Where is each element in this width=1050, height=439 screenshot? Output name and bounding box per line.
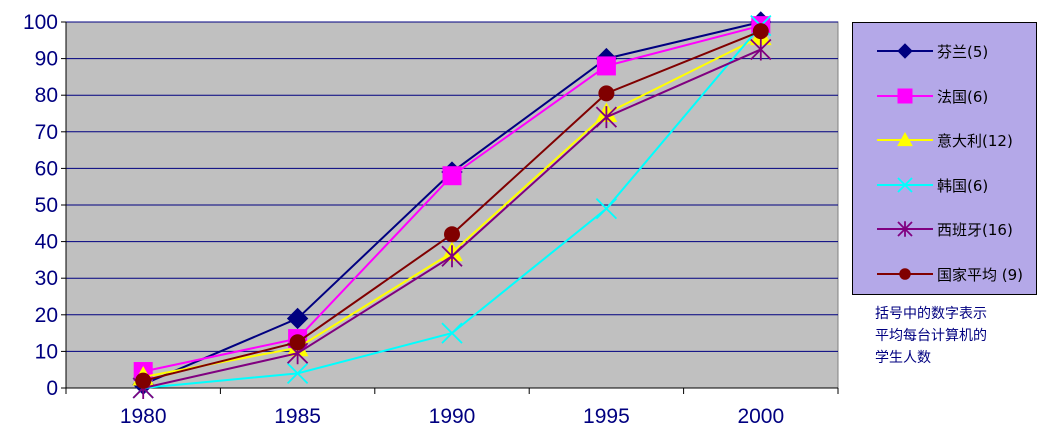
data-point <box>897 176 913 193</box>
note-line: 平均每台计算机的 <box>875 328 987 344</box>
x-tick-label: 1990 <box>429 405 476 428</box>
y-tick-label: 90 <box>35 48 58 71</box>
data-point <box>289 334 306 351</box>
data-point <box>752 23 769 40</box>
gridlines <box>66 21 838 352</box>
data-point <box>750 38 772 61</box>
data-point <box>442 166 462 186</box>
legend-label: 韩国(6) <box>937 176 989 195</box>
legend-swatch <box>877 176 933 193</box>
legend-item: 韩国(6) <box>853 173 1038 197</box>
y-tick-label: 30 <box>35 267 58 290</box>
legend: 芬兰(5) 法国(6) 意大利(12) 韩国(6) 西班牙(16) 国家平均 (9) <box>852 22 1037 295</box>
legend-item: 法国(6) <box>853 84 1038 108</box>
data-point <box>286 307 309 330</box>
legend-item: 国家平均 (9) <box>853 262 1038 286</box>
legend-swatch <box>877 221 933 237</box>
x-tick-label: 1985 <box>274 405 321 428</box>
chart-note: 括号中的数字表示 平均每台计算机的 学生人数 <box>875 303 1045 369</box>
y-tick-label: 70 <box>35 121 58 144</box>
data-point <box>899 267 911 280</box>
note-line: 学生人数 <box>875 350 931 366</box>
data-point <box>897 131 913 147</box>
y-tick-label: 50 <box>35 194 58 217</box>
legend-label: 法国(6) <box>937 87 989 106</box>
legend-swatch <box>877 88 933 103</box>
y-tick-label: 60 <box>35 157 58 180</box>
data-point <box>444 226 460 243</box>
data-point <box>596 56 616 76</box>
data-point <box>598 85 615 102</box>
legend-item: 意大利(12) <box>853 128 1038 152</box>
x-axis-ticks: 1980 1985 1990 1995 2000 <box>65 387 839 428</box>
x-tick-label: 1980 <box>120 405 167 428</box>
y-tick-label: 0 <box>46 377 58 400</box>
series-layer <box>132 11 772 399</box>
legend-swatch <box>877 267 933 280</box>
legend-swatch <box>877 131 933 147</box>
data-point <box>897 88 913 103</box>
data-point <box>135 372 152 389</box>
data-point <box>897 43 913 59</box>
data-point <box>595 106 618 129</box>
y-tick-label: 20 <box>35 304 58 327</box>
legend-label: 芬兰(5) <box>937 43 989 61</box>
legend-item: 芬兰(5) <box>853 39 1038 63</box>
y-tick-label: 80 <box>35 84 58 107</box>
data-point <box>897 221 913 237</box>
data-point <box>441 245 463 268</box>
legend-label: 西班牙(16) <box>937 221 1013 239</box>
line-chart: 0 10 20 30 40 50 60 70 80 90 100 1980 1985 1990 1995 2… <box>23 11 839 428</box>
x-tick-label: 1995 <box>583 405 630 428</box>
series-5 <box>135 23 769 389</box>
y-tick-label: 40 <box>35 231 58 254</box>
note-line: 括号中的数字表示 <box>875 306 987 322</box>
data-point <box>595 198 618 220</box>
y-axis-ticks: 0 10 20 30 40 50 60 70 80 90 100 <box>23 11 67 400</box>
data-point <box>286 362 309 384</box>
legend-swatch <box>877 43 933 59</box>
legend-item: 西班牙(16) <box>853 217 1038 241</box>
data-point <box>441 322 463 344</box>
x-tick-label: 2000 <box>737 405 784 428</box>
y-tick-label: 100 <box>23 11 58 34</box>
legend-label: 国家平均 (9) <box>937 265 1024 284</box>
legend-label: 意大利(12) <box>937 132 1013 150</box>
y-tick-label: 10 <box>35 340 58 363</box>
